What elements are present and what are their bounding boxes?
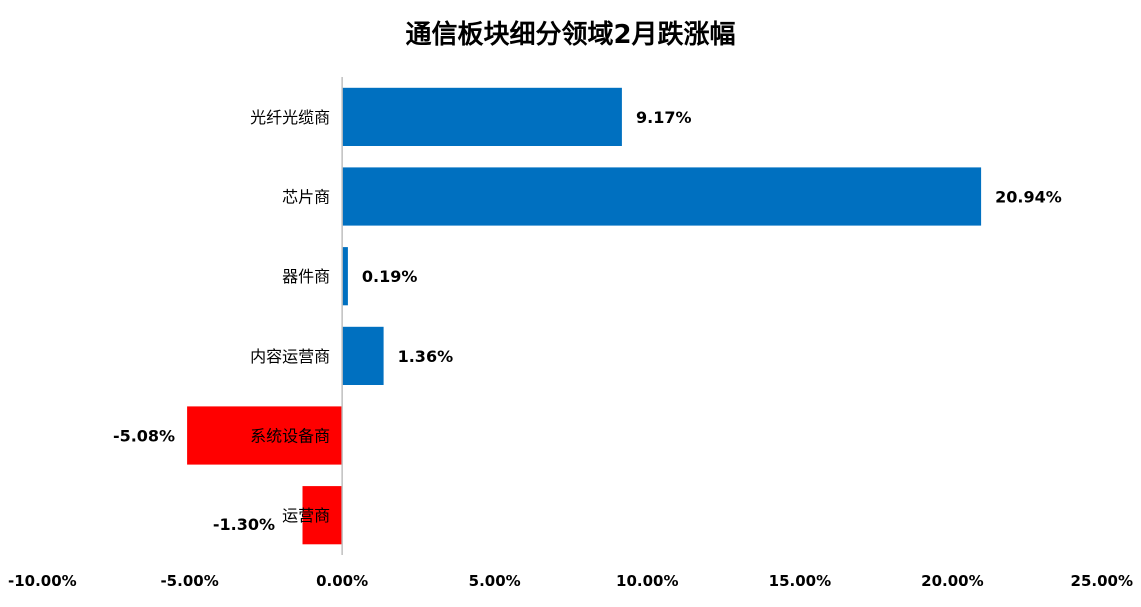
category-label: 运营商: [282, 506, 330, 525]
chart-title: 通信板块细分领域2月跌涨幅: [405, 20, 736, 50]
category-label: 器件商: [282, 267, 330, 286]
bar-2: [342, 247, 348, 306]
data-label: 9.17%: [636, 108, 692, 127]
bar-0: [342, 87, 622, 146]
category-label: 内容运营商: [250, 347, 330, 366]
x-tick-label: 20.00%: [921, 572, 983, 590]
category-label: 光纤光缆商: [250, 108, 330, 127]
data-label: 0.19%: [362, 267, 418, 286]
x-tick-label: 5.00%: [469, 572, 521, 590]
x-tick-label: -5.00%: [160, 572, 218, 590]
data-label: 1.36%: [398, 347, 454, 366]
data-label: 20.94%: [995, 188, 1062, 207]
category-label: 系统设备商: [250, 427, 330, 446]
category-label: 芯片商: [282, 188, 330, 207]
x-tick-label: 15.00%: [769, 572, 831, 590]
x-tick-label: 25.00%: [1071, 572, 1133, 590]
bar-1: [342, 167, 982, 226]
x-tick-label: -10.00%: [8, 572, 77, 590]
bar-5: [302, 486, 343, 545]
data-label: -1.30%: [213, 515, 275, 534]
x-tick-label: 10.00%: [616, 572, 678, 590]
data-label: -5.08%: [113, 427, 175, 446]
x-tick-label: 0.00%: [316, 572, 368, 590]
bar-4: [187, 406, 343, 465]
bar-3: [342, 326, 384, 385]
